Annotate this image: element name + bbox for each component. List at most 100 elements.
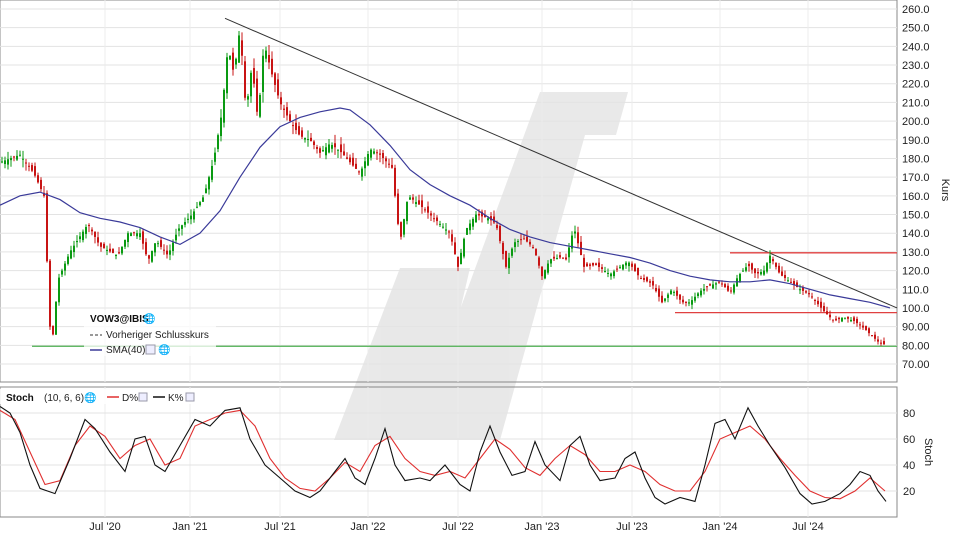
candle-body (166, 250, 168, 255)
candle-body (541, 266, 543, 277)
x-tick-label: Jan '22 (350, 521, 385, 533)
candle-body (91, 229, 93, 232)
sma-series (0, 107, 891, 309)
candle-body (415, 202, 417, 204)
price-panel: 70.00 80.00 90.00 100.0 110.0 120.0 130.0 140.0… (0, 0, 951, 383)
stoch-line-k (0, 406, 887, 505)
candle-body (337, 149, 339, 151)
candle-body (694, 296, 696, 301)
candle-body (400, 222, 402, 237)
candle-body (226, 57, 228, 94)
candle-body (112, 249, 114, 254)
legend-k-check-icon[interactable] (185, 392, 195, 402)
stoch-series (0, 406, 887, 505)
candle-body (634, 264, 636, 272)
candle-body (574, 231, 576, 234)
candle-body (28, 165, 30, 167)
candle-body (802, 287, 804, 291)
legend-sma-info-icon[interactable]: 🌐 (158, 343, 170, 356)
candle-body (733, 284, 735, 293)
candle-body (40, 179, 42, 190)
candle-body (121, 246, 123, 254)
candle-body (160, 240, 162, 247)
price-tick-label: 130.0 (902, 247, 930, 259)
candle-body (595, 263, 597, 265)
candle-body (277, 79, 279, 96)
candle-body (364, 161, 366, 169)
candle-body (418, 200, 420, 205)
candle-body (877, 339, 879, 342)
price-tick-label: 160.0 (902, 191, 930, 203)
candle-body (334, 143, 336, 148)
candle-body (826, 311, 828, 315)
candle-body (322, 150, 324, 152)
candle-body (130, 233, 132, 237)
candle-body (496, 225, 498, 229)
candle-body (199, 202, 201, 206)
candle-body (229, 55, 231, 60)
price-tick-label: 120.0 (902, 266, 930, 278)
candlestick-series (1, 30, 885, 346)
candle-body (862, 325, 864, 328)
candle-body (454, 242, 456, 255)
candle-body (403, 219, 405, 235)
legend-d-check-icon[interactable] (138, 392, 148, 402)
candle-body (46, 193, 48, 262)
candle-body (361, 168, 363, 177)
candle-body (436, 217, 438, 222)
candle-body (430, 213, 432, 216)
candle-body (610, 273, 612, 277)
price-tick-label: 260.0 (902, 4, 930, 16)
stoch-info-icon[interactable]: 🌐 (84, 391, 96, 404)
candle-body (514, 242, 516, 248)
candle-body (76, 240, 78, 243)
stoch-line-d (0, 409, 886, 500)
candle-body (289, 114, 291, 122)
legend-sma-check-icon[interactable] (145, 344, 156, 355)
candle-body (538, 257, 540, 266)
candle-body (778, 265, 780, 273)
x-axis: Jul '20 Jan '21 Jul '21 Jan '22 Jul '22 Jan '… (89, 521, 823, 533)
candle-body (727, 285, 729, 291)
candle-body (808, 293, 810, 295)
candle-body (547, 263, 549, 273)
candle-body (265, 50, 267, 59)
candle-body (259, 94, 261, 117)
candle-body (673, 291, 675, 293)
candle-body (472, 219, 474, 227)
candle-body (793, 281, 795, 285)
candle-body (583, 257, 585, 267)
sma-line (0, 107, 891, 309)
candle-body (358, 171, 360, 173)
candle-body (286, 107, 288, 116)
candle-body (124, 239, 126, 247)
candle-body (169, 250, 171, 255)
candle-body (781, 271, 783, 276)
candle-body (439, 223, 441, 225)
candle-body (328, 144, 330, 153)
candle-body (586, 263, 588, 267)
candle-body (868, 328, 870, 334)
candle-body (310, 137, 312, 142)
candle-body (691, 300, 693, 305)
candle-body (154, 243, 156, 253)
candle-body (148, 255, 150, 259)
candle-body (208, 177, 210, 190)
candle-body (94, 231, 96, 237)
candle-body (829, 314, 831, 318)
candle-body (187, 218, 189, 220)
candle-body (397, 193, 399, 224)
candle-body (202, 197, 204, 202)
candle-body (712, 284, 714, 289)
candle-body (850, 319, 852, 322)
legend-info-icon[interactable]: 🌐 (143, 312, 155, 325)
candle-body (115, 254, 117, 257)
x-tick-label: Jul '20 (89, 521, 120, 533)
candle-body (238, 35, 240, 63)
candle-body (442, 226, 444, 228)
candle-body (613, 271, 615, 277)
candle-body (784, 274, 786, 279)
candle-body (742, 270, 744, 272)
candle-body (709, 284, 711, 286)
